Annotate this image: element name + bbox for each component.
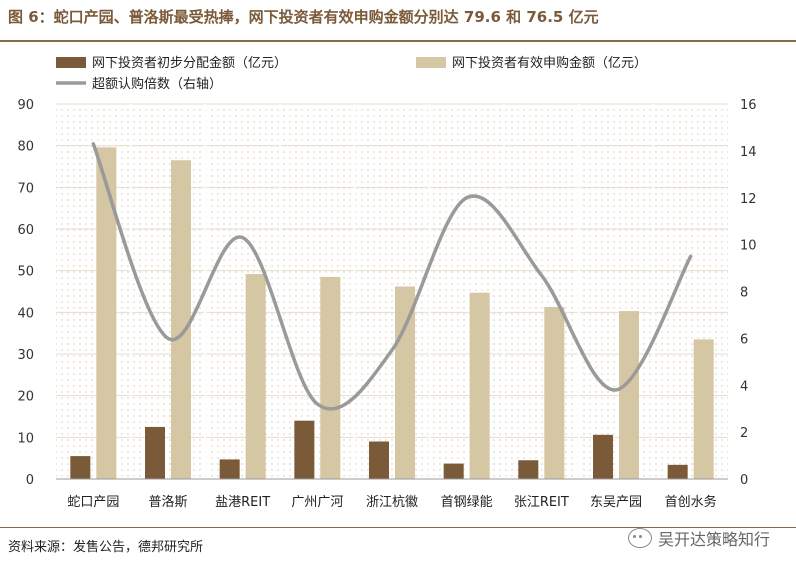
y-tick-label: 30 bbox=[17, 348, 34, 363]
footer-rule bbox=[0, 527, 796, 528]
watermark-text: 吴开达策略知行 bbox=[657, 530, 770, 549]
y2-tick-label: 8 bbox=[740, 286, 748, 301]
y2-tick-label: 0 bbox=[740, 473, 748, 488]
x-tick-label: 普洛斯 bbox=[148, 495, 187, 510]
legend-label-ratio: 超额认购倍数（右轴） bbox=[92, 76, 222, 92]
x-tick-label: 广州广河 bbox=[291, 495, 343, 510]
bar-valid-subscription bbox=[245, 274, 266, 479]
x-tick-label: 浙江杭徽 bbox=[366, 495, 418, 510]
y-tick-label: 0 bbox=[26, 473, 34, 488]
bar-initial-allocation bbox=[219, 459, 240, 479]
y-tick-label: 50 bbox=[17, 265, 34, 280]
x-tick-label: 东吴产园 bbox=[590, 495, 642, 510]
y2-tick-label: 14 bbox=[740, 145, 757, 160]
legend-label-subscription: 网下投资者有效申购金额（亿元） bbox=[452, 55, 647, 71]
y2-tick-label: 4 bbox=[740, 379, 748, 394]
chart: 0 10 20 30 40 50 60 70 80 90 0 2 4 6 8 10 12 14 16 蛇口产园 普洛斯 盐… bbox=[17, 55, 756, 510]
legend-label-initial: 网下投资者初步分配金额（亿元） bbox=[92, 55, 287, 71]
x-tick-label: 蛇口产园 bbox=[67, 495, 119, 510]
bar-valid-subscription bbox=[544, 306, 565, 479]
title-rule bbox=[0, 40, 796, 42]
y-tick-label: 90 bbox=[17, 98, 34, 113]
plot-background bbox=[56, 104, 728, 479]
y-tick-label: 80 bbox=[17, 140, 34, 155]
bar-valid-subscription bbox=[395, 286, 415, 479]
bar-valid-subscription bbox=[469, 292, 490, 479]
bar-initial-allocation bbox=[70, 456, 91, 479]
bar-valid-subscription bbox=[320, 276, 341, 479]
wechat-icon bbox=[627, 528, 652, 548]
source-note: 资料来源：发售公告，德邦研究所 bbox=[8, 540, 204, 555]
axes: 0 10 20 30 40 50 60 70 80 90 0 2 4 6 8 10 12 14 16 蛇口产园 普洛斯 盐… bbox=[17, 98, 756, 510]
bar-valid-subscription bbox=[96, 147, 117, 479]
bar-initial-allocation bbox=[145, 426, 165, 479]
bar-valid-subscription bbox=[619, 311, 639, 479]
legend: 网下投资者初步分配金额（亿元） 网下投资者有效申购金额（亿元） 超额认购倍数（右轴） bbox=[56, 55, 647, 92]
x-tick-label: 首钢绿能 bbox=[441, 495, 493, 510]
bar-initial-allocation bbox=[667, 464, 688, 479]
y2-tick-label: 6 bbox=[740, 332, 748, 347]
line-series bbox=[91, 142, 693, 411]
line-oversubscription bbox=[91, 142, 693, 411]
y2-tick-label: 2 bbox=[740, 426, 748, 441]
legend-swatch-initial bbox=[56, 57, 86, 68]
y2-tick-label: 10 bbox=[740, 239, 757, 254]
bar-valid-subscription bbox=[693, 339, 714, 479]
bar-valid-subscription bbox=[171, 160, 191, 479]
bar-initial-allocation bbox=[369, 441, 389, 479]
bar-initial-allocation bbox=[518, 460, 539, 479]
legend-swatch-subscription bbox=[416, 57, 446, 68]
x-tick-label: 盐港REIT bbox=[215, 495, 270, 510]
y2-tick-label: 12 bbox=[740, 192, 757, 207]
bars bbox=[70, 147, 714, 479]
x-tick-label: 首创水务 bbox=[665, 494, 717, 510]
y-tick-label: 40 bbox=[17, 306, 34, 321]
bar-initial-allocation bbox=[593, 434, 613, 479]
x-tick-label: 张江REIT bbox=[514, 495, 569, 510]
y-tick-label: 60 bbox=[17, 223, 34, 238]
bar-initial-allocation bbox=[443, 463, 464, 479]
y-tick-label: 10 bbox=[17, 431, 34, 446]
watermark: 吴开达策略知行 bbox=[627, 526, 770, 550]
bar-initial-allocation bbox=[294, 420, 315, 479]
y-tick-label: 70 bbox=[17, 181, 34, 196]
chart-title: 图 6：蛇口产园、普洛斯最受热捧，网下投资者有效申购金额分别达 79.6 和 7… bbox=[8, 8, 599, 26]
y2-tick-label: 16 bbox=[740, 98, 757, 113]
y-tick-label: 20 bbox=[17, 390, 34, 405]
